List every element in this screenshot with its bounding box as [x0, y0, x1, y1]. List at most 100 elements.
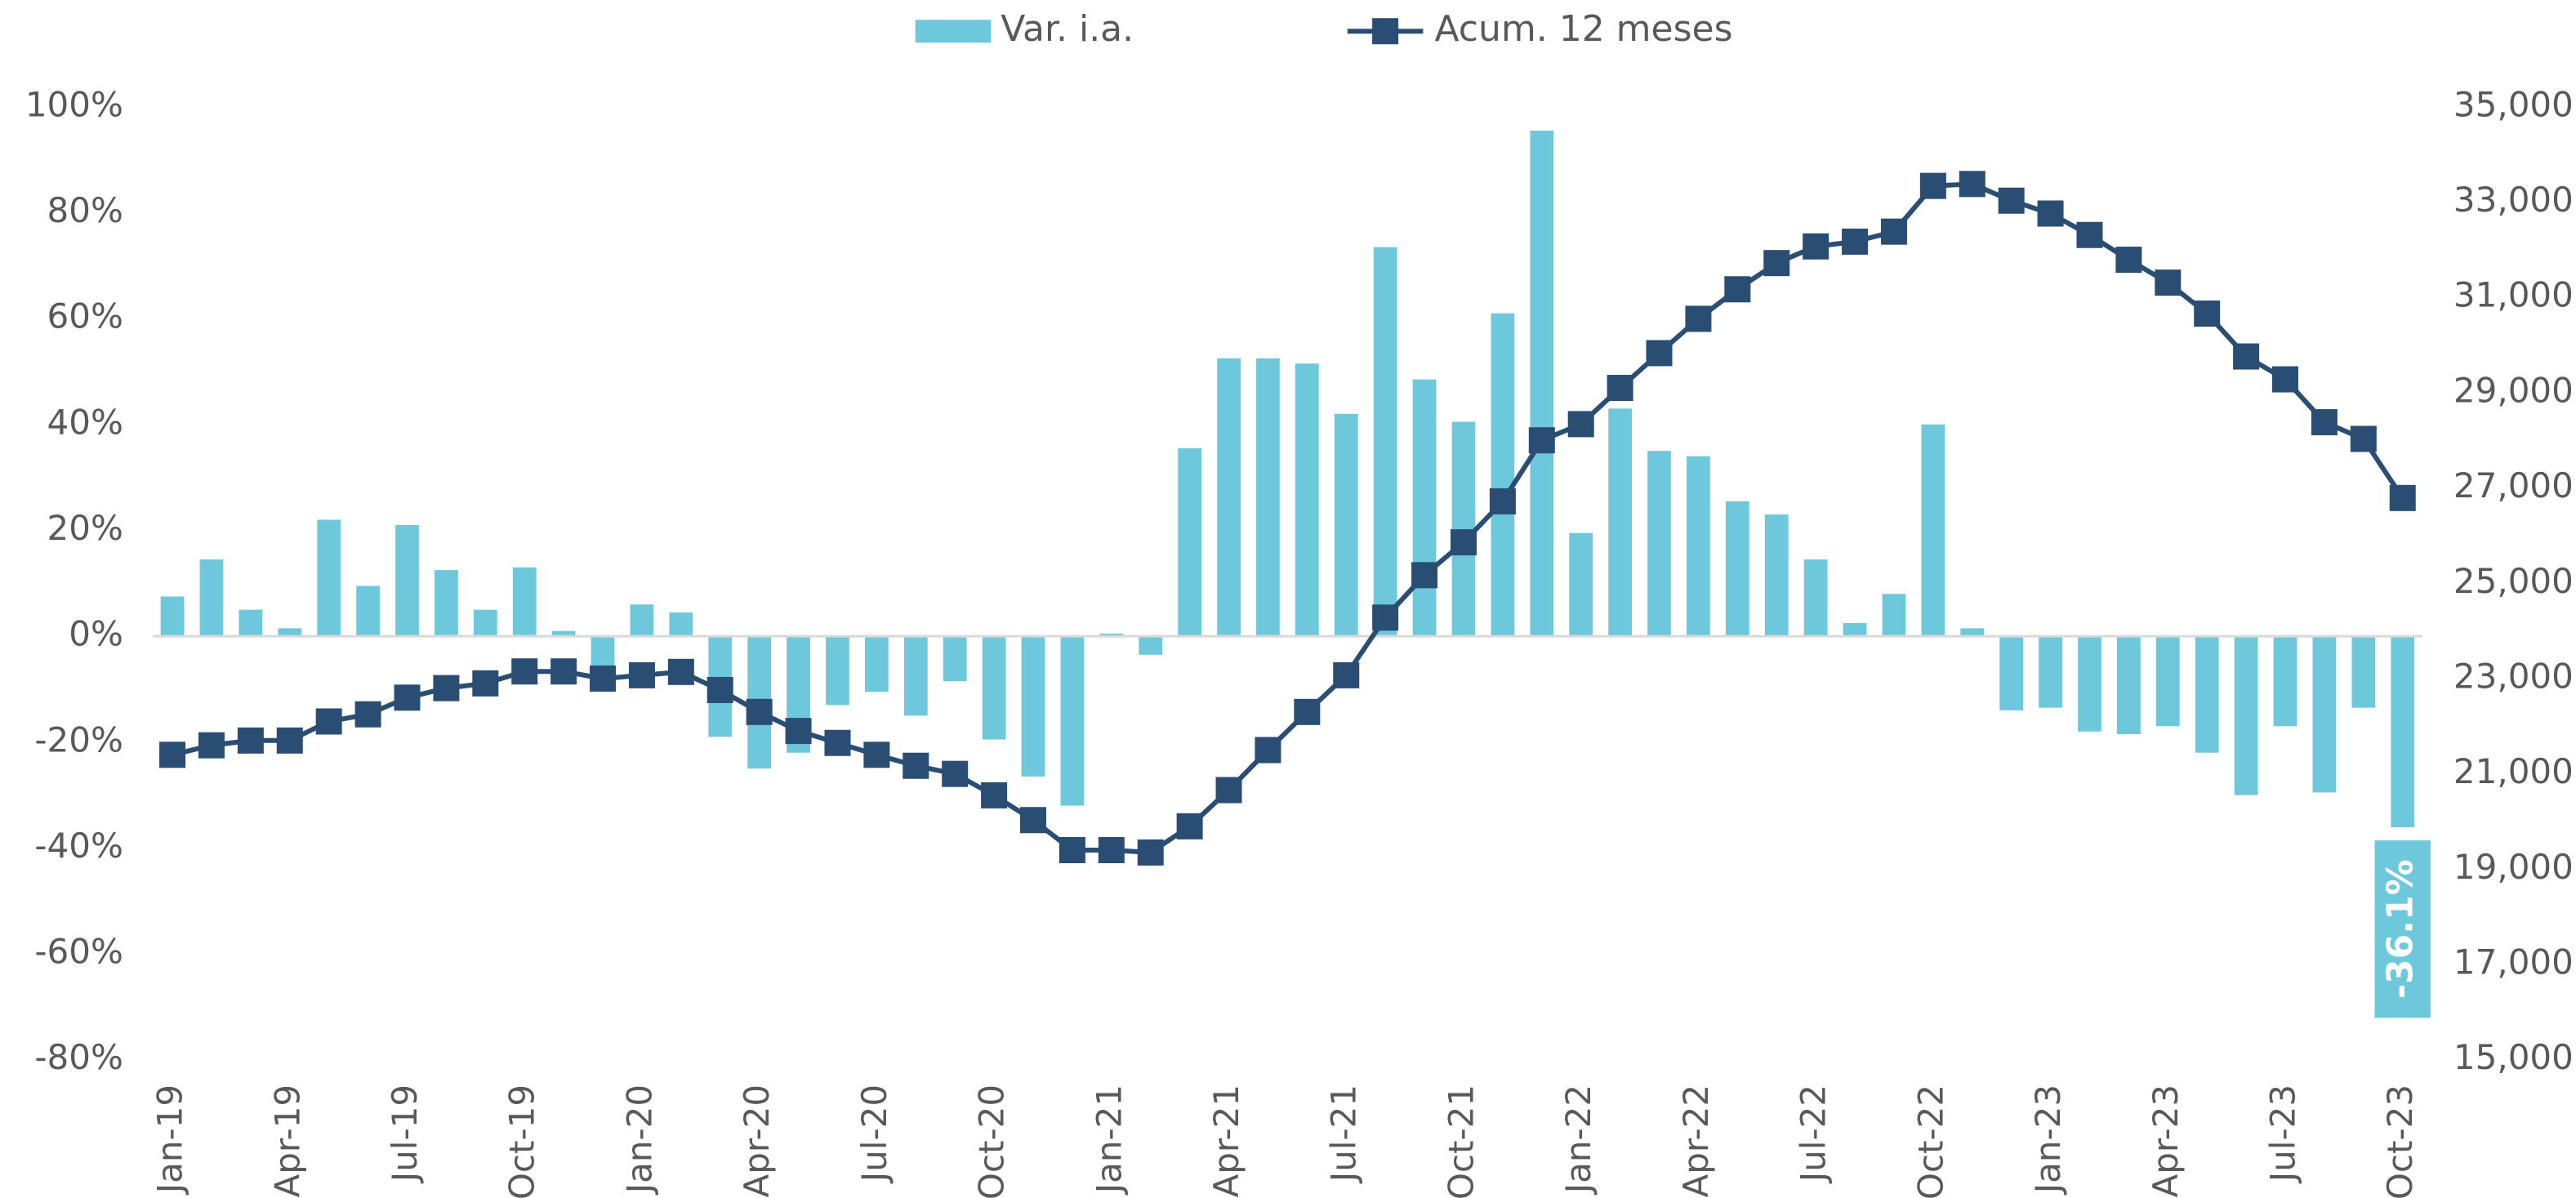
bar: [1687, 456, 1710, 637]
bar: [2039, 636, 2062, 708]
line-marker: [746, 698, 773, 725]
x-tick-label: Jan-19: [150, 1084, 190, 1196]
bar: [1373, 247, 1397, 637]
x-tick-label: Oct-23: [2380, 1084, 2420, 1198]
bar: [1569, 532, 1593, 637]
y-tick-label: 20%: [47, 508, 123, 548]
bar: [512, 567, 537, 637]
x-tick-label: Apr-21: [1206, 1084, 1246, 1198]
line-marker: [628, 661, 655, 688]
line-marker: [2155, 269, 2182, 296]
bar: [1647, 451, 1671, 637]
y-tick-label: -20%: [34, 719, 123, 759]
bar: [1334, 413, 1358, 637]
x-tick-label: Oct-21: [1441, 1084, 1481, 1198]
bar: [317, 519, 341, 637]
bar: [160, 596, 185, 637]
line-marker: [2233, 343, 2260, 370]
bar: [865, 636, 889, 693]
line-marker: [1646, 340, 1673, 367]
y2-tick-label: 17,000: [2453, 942, 2574, 982]
bar: [1921, 424, 1945, 637]
bar: [435, 570, 458, 637]
legend-label: Acum. 12 meses: [1434, 8, 1732, 50]
x-tick-label: Apr-22: [1676, 1084, 1716, 1198]
x-tick-label: Oct-20: [972, 1084, 1012, 1198]
bar: [903, 636, 928, 716]
bar: [1960, 628, 1985, 637]
x-tick-label: Oct-22: [1910, 1084, 1950, 1198]
line-marker: [2076, 221, 2103, 248]
x-tick-label: Jul-19: [385, 1084, 425, 1184]
line-marker: [1998, 187, 2025, 214]
bar: [826, 636, 849, 706]
line-marker: [198, 732, 225, 759]
line-marker: [1489, 488, 1516, 514]
line-marker: [394, 684, 421, 711]
y-tick-label: 80%: [47, 190, 123, 230]
bar: [1530, 130, 1554, 637]
line-marker: [276, 727, 303, 754]
y2-tick-label: 19,000: [2453, 847, 2574, 887]
bar: [2351, 636, 2376, 708]
line-marker: [2389, 484, 2416, 511]
x-tick-label: Jul-21: [1324, 1084, 1364, 1184]
bar: [2273, 636, 2297, 727]
line-marker: [1255, 737, 1281, 764]
x-tick-label: Oct-19: [502, 1084, 542, 1198]
bar: [1256, 358, 1280, 637]
bar: [1060, 636, 1085, 806]
bar: [199, 559, 224, 637]
legend-swatch: [1372, 18, 1399, 45]
bar: [238, 609, 263, 637]
line-marker: [1176, 813, 1203, 839]
line-marker: [1685, 305, 1712, 332]
legend-label: Var. i.a.: [1001, 8, 1134, 50]
bar: [1491, 313, 1515, 637]
line-marker: [1528, 427, 1555, 454]
line-marker: [1215, 777, 1242, 804]
line-marker: [159, 742, 186, 768]
line-marker: [1803, 233, 1829, 260]
x-tick-label: Jul-23: [2263, 1084, 2303, 1184]
y2-tick-label: 15,000: [2453, 1037, 2574, 1077]
line-marker: [2194, 301, 2221, 327]
bar: [1882, 594, 1906, 637]
y2-tick-label: 29,000: [2453, 370, 2574, 410]
bar: [473, 609, 497, 637]
bar: [669, 612, 693, 637]
bar: [2155, 636, 2180, 727]
line-marker: [1294, 698, 1321, 725]
line-marker: [824, 729, 851, 756]
bar: [2117, 636, 2141, 735]
line-marker: [1137, 839, 1164, 866]
bar: [395, 524, 419, 637]
y2-tick-label: 23,000: [2453, 656, 2574, 696]
line-marker: [1098, 837, 1125, 864]
line-marker: [1372, 604, 1399, 631]
line-marker: [667, 658, 694, 685]
y-tick-label: -60%: [34, 932, 123, 972]
bar: [1412, 379, 1437, 637]
line-marker: [550, 658, 577, 685]
bar: [1999, 636, 2024, 710]
line-marker: [1763, 250, 1790, 277]
bar: [1217, 358, 1241, 637]
line-marker: [1567, 411, 1594, 438]
line-marker: [1919, 172, 1946, 199]
line-marker: [590, 665, 617, 692]
line-marker: [902, 752, 929, 779]
y-tick-label: 60%: [47, 296, 123, 336]
line-marker: [237, 727, 264, 754]
line-marker: [354, 701, 381, 728]
y-tick-label: 100%: [25, 84, 123, 124]
line-marker: [981, 782, 1008, 808]
line-marker: [785, 718, 812, 745]
y2-tick-label: 27,000: [2453, 465, 2574, 505]
line-marker: [511, 658, 538, 685]
x-tick-label: Jan-22: [1558, 1084, 1598, 1196]
y2-tick-label: 31,000: [2453, 275, 2574, 315]
x-tick-label: Jan-20: [619, 1084, 659, 1196]
line-marker: [472, 670, 499, 697]
x-tick-label: Apr-20: [737, 1084, 777, 1198]
